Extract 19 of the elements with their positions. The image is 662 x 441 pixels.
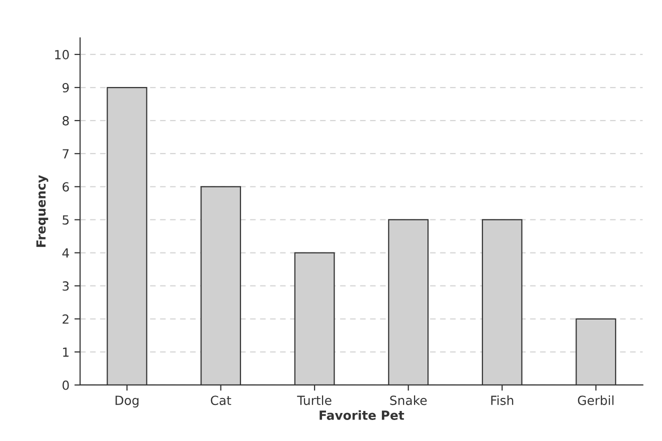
x-tick-label: Cat: [210, 396, 232, 406]
y-tick-label: 8: [62, 116, 69, 126]
y-tick-label: 6: [62, 182, 69, 192]
x-tick-label: Gerbil: [578, 395, 614, 406]
y-tick-label: 9: [62, 82, 69, 92]
x-tick-label: Fish: [491, 395, 514, 406]
x-axis-title: Favorite Pet: [320, 410, 404, 420]
x-tick-label: Snake: [390, 395, 427, 406]
y-tick-label: 0: [62, 380, 69, 390]
y-tick-label: 4: [62, 248, 69, 258]
y-tick-label: 5: [62, 215, 69, 225]
x-tick-label: Dog: [116, 396, 138, 408]
y-tick-label: 1: [63, 348, 69, 357]
y-tick-label: 10: [55, 50, 69, 60]
y-tick-label: 2: [62, 314, 68, 324]
y-tick-label: 3: [62, 281, 69, 291]
y-tick-label: 7: [62, 149, 69, 158]
y-axis-title: Frequency: [36, 175, 48, 247]
x-tick-label: Turtle: [297, 395, 332, 406]
